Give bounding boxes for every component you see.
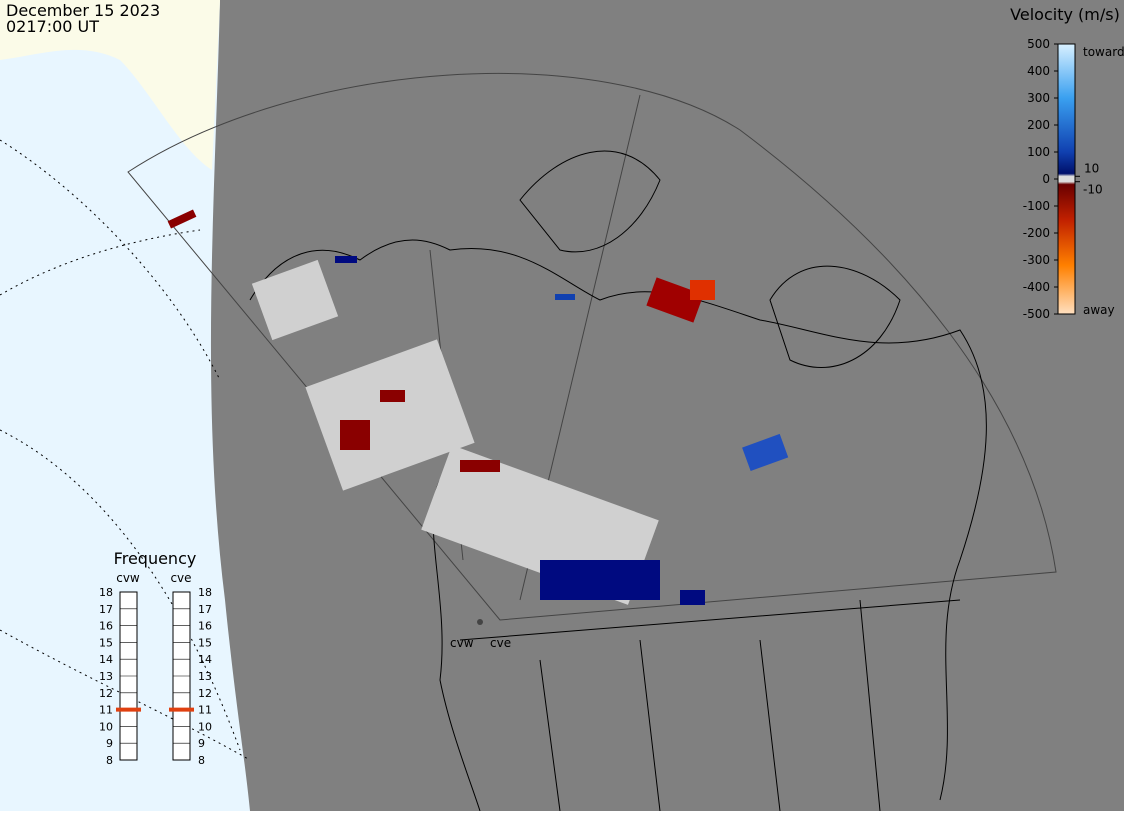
frequency-tick-label: 11 <box>198 704 212 717</box>
scale-tick-label: 300 <box>1027 91 1050 105</box>
scale-inner-label: 10 <box>1084 161 1099 175</box>
scale-tick-label: 100 <box>1027 145 1050 159</box>
frequency-tick-label: 18 <box>198 586 212 599</box>
scale-title: Velocity (m/s) <box>1010 5 1120 24</box>
frequency-tick-label: 13 <box>99 670 113 683</box>
frequency-tick-label: 8 <box>198 754 205 767</box>
frequency-tick-label: 9 <box>198 737 205 750</box>
latitude-lines <box>0 139 251 761</box>
frequency-tick-label: 18 <box>99 586 113 599</box>
frequency-tick-label: 10 <box>198 720 212 733</box>
sunlit-land <box>0 0 220 170</box>
velocity-cells <box>167 209 789 605</box>
frequency-tick-label: 9 <box>106 737 113 750</box>
scale-tick-label: -500 <box>1023 307 1050 321</box>
radar-name: cvw <box>116 571 140 585</box>
away-label: away <box>1083 303 1115 317</box>
frequency-tick-label: 17 <box>198 603 212 616</box>
scale-tick-label: -400 <box>1023 280 1050 294</box>
frequency-tick-label: 10 <box>99 720 113 733</box>
frequency-tick-label: 12 <box>198 687 212 700</box>
frequency-tick-label: 15 <box>198 636 212 649</box>
scale-tick-label: -200 <box>1023 226 1050 240</box>
radar-site <box>477 619 483 625</box>
scale-tick-label: -100 <box>1023 199 1050 213</box>
frequency-tick-label: 12 <box>99 687 113 700</box>
scale-tick-label: 200 <box>1027 118 1050 132</box>
time: 0217:00 UT <box>6 17 99 36</box>
frequency-tick-label: 13 <box>198 670 212 683</box>
frequency-tick-label: 15 <box>99 636 113 649</box>
frequency-tick-label: 8 <box>106 754 113 767</box>
frequency-tick-label: 17 <box>99 603 113 616</box>
frequency-tick-label: 16 <box>99 620 113 633</box>
scale-tick-label: -300 <box>1023 253 1050 267</box>
toward-label: toward <box>1083 45 1124 59</box>
scale-tick-label: 500 <box>1027 37 1050 51</box>
frequency-tick-label: 14 <box>198 653 212 666</box>
scale-inner-label: -10 <box>1083 183 1103 197</box>
color-bar <box>1057 43 1076 315</box>
scale-tick-label: 0 <box>1042 172 1050 186</box>
radar-name: cve <box>170 571 191 585</box>
frequency-tick-label: 11 <box>99 704 113 717</box>
frequency-title: Frequency <box>114 549 197 568</box>
date: December 15 2023 <box>6 1 160 20</box>
radar-label: cvw <box>450 636 474 650</box>
radar-label: cve <box>490 636 511 650</box>
frequency-tick-label: 14 <box>99 653 113 666</box>
frequency-tick-label: 16 <box>198 620 212 633</box>
scale-tick-label: 400 <box>1027 64 1050 78</box>
